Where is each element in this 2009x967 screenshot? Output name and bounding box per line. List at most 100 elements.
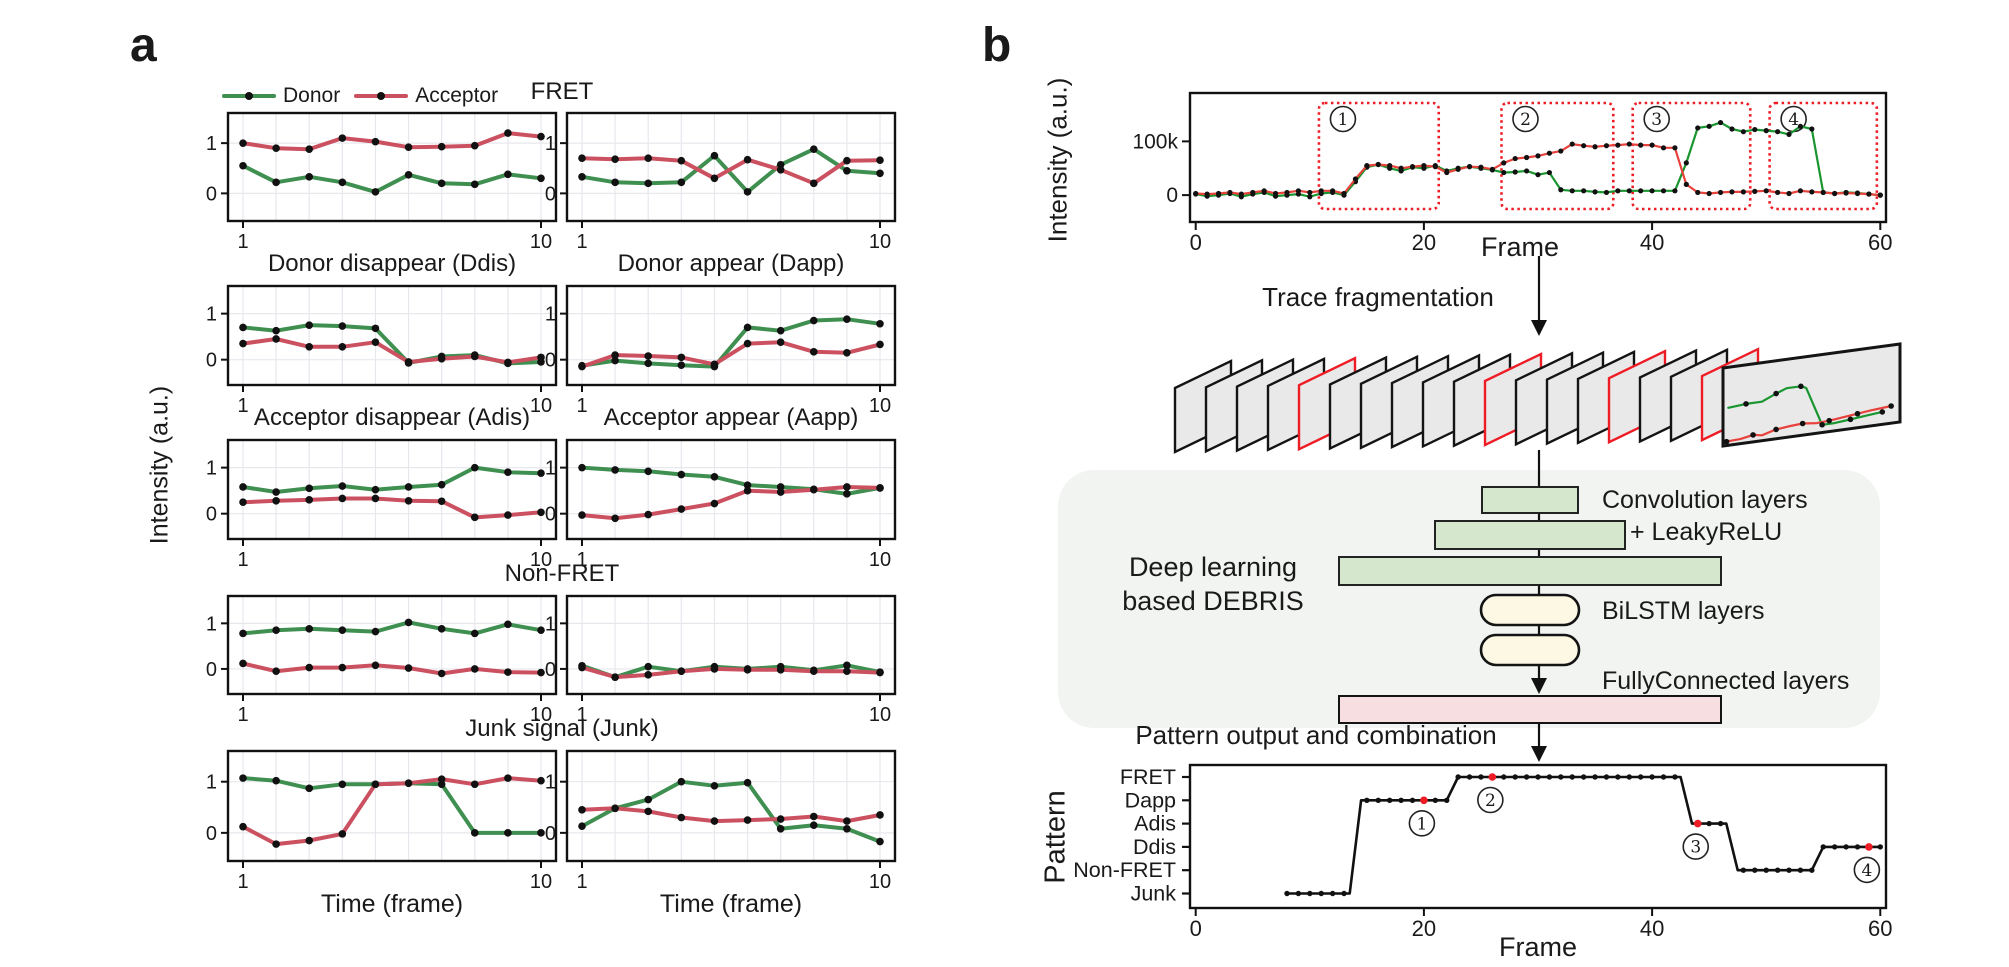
x-tick-label: 10 (530, 871, 552, 893)
data-point (776, 666, 785, 674)
data-point (677, 178, 686, 187)
data-point (1307, 189, 1313, 196)
data-point (1797, 867, 1804, 873)
data-point (1763, 128, 1769, 134)
data-point (1398, 797, 1404, 803)
data-point (1466, 164, 1473, 170)
panel-b-label: b (982, 19, 1012, 72)
data-point (843, 661, 851, 670)
data-point (1717, 820, 1724, 827)
data-point (809, 821, 818, 829)
data-point (1888, 403, 1894, 409)
data-point (809, 316, 818, 325)
plot-frame (565, 594, 897, 696)
data-point (537, 508, 545, 517)
data-point (305, 836, 314, 845)
acceptor-trace (241, 337, 543, 365)
data-point (677, 777, 686, 786)
data-point (1786, 131, 1792, 137)
data-point (1879, 409, 1886, 415)
plot-frame (565, 749, 897, 863)
x-tick-label: 1 (576, 704, 587, 726)
data-point (1558, 774, 1564, 780)
data-point (1501, 169, 1507, 176)
data-point (1238, 191, 1244, 197)
y-tick-label: 1 (545, 458, 556, 480)
data-point (504, 170, 512, 179)
donor-trace (580, 465, 882, 496)
x-tick-label: 20 (1412, 916, 1436, 941)
data-point (1729, 126, 1735, 132)
data-point (1489, 166, 1495, 172)
x-tick-label: 10 (530, 231, 552, 253)
data-point (1466, 774, 1473, 780)
data-point (1809, 867, 1815, 873)
chart-title-dapp: Donor appear (Dapp) (617, 250, 845, 277)
acceptor-trace (580, 806, 882, 824)
data-point (537, 132, 545, 141)
circled-number: 1 (1329, 105, 1357, 133)
data-point (644, 807, 653, 816)
data-point (843, 824, 851, 833)
circled-number: 2 (1477, 786, 1504, 814)
data-point (537, 668, 545, 677)
data-point (404, 664, 413, 672)
data-point (1637, 774, 1644, 780)
data-point (1375, 161, 1381, 168)
data-point (876, 319, 884, 328)
data-point (1774, 867, 1781, 873)
plot-frame (565, 111, 897, 223)
data-point (776, 488, 785, 496)
data-point (1854, 844, 1861, 850)
donor-trace (580, 317, 882, 369)
data-point (338, 780, 347, 789)
chart-a-nonfret-left: 101 10 (206, 594, 558, 726)
plot-frame (1188, 91, 1888, 224)
data-point (644, 359, 653, 368)
plot-frame (226, 438, 558, 541)
data-point (710, 781, 719, 790)
data-point (1843, 844, 1849, 850)
data-point (1284, 189, 1290, 196)
pattern-marker-red (1420, 796, 1428, 805)
data-point (876, 156, 884, 165)
data-point (876, 811, 884, 819)
data-point (1695, 189, 1701, 196)
data-point (843, 315, 851, 323)
data-point (338, 178, 347, 187)
data-point (611, 804, 619, 813)
data-point (504, 774, 512, 782)
row-title-fret: FRET (530, 78, 594, 105)
y-tick-label: 0 (545, 183, 556, 205)
data-point (1307, 890, 1313, 897)
data-point (1683, 181, 1689, 187)
circle-icon (1329, 105, 1357, 133)
data-point (1284, 890, 1290, 897)
chart-a-junk-right: 101 10 (545, 749, 897, 893)
x-tick-label: 1 (237, 395, 248, 417)
circled-number: 1 (1408, 809, 1436, 837)
data-point (537, 626, 545, 634)
chart-a-aapp: 101 10 (545, 438, 897, 571)
data-point (1695, 125, 1701, 131)
acceptor-line-swatch (354, 92, 409, 100)
acceptor-trace (580, 340, 882, 369)
data-point (437, 179, 446, 188)
data-point (1638, 188, 1644, 194)
chart-a-nonfret-right: 101 10 (545, 594, 897, 726)
chart-a-fret-right: 101 10 (545, 111, 897, 253)
data-point (1615, 188, 1621, 194)
data-point (1318, 890, 1324, 897)
x-tick-label: 0 (1190, 230, 1202, 255)
data-point (578, 463, 586, 472)
data-point (1398, 165, 1404, 171)
data-point (1204, 191, 1210, 197)
data-point (644, 662, 653, 671)
data-point (371, 485, 380, 494)
x-tick-label: 1 (576, 549, 587, 571)
pattern-marker-red (1865, 843, 1873, 851)
data-point (305, 625, 314, 633)
x-tick-label: 1 (237, 549, 248, 571)
y-tick-label: 0 (1166, 184, 1178, 207)
data-point (470, 352, 479, 361)
